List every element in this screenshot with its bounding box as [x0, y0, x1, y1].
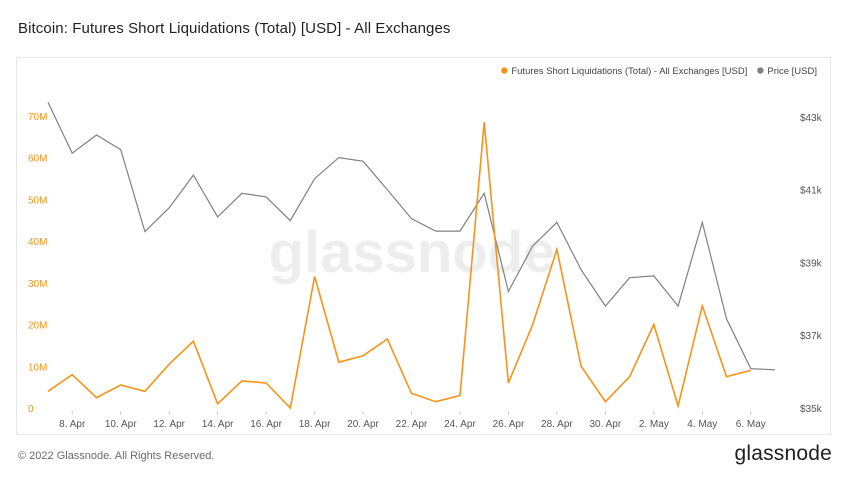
right-axis-tick: $35k — [800, 404, 823, 415]
x-axis-tick-label: 22. Apr — [396, 419, 428, 430]
left-axis-tick: 60M — [28, 154, 47, 165]
x-axis-tick-label: 28. Apr — [541, 419, 573, 430]
legend-marker-liquidations — [501, 67, 508, 74]
glassnode-logo[interactable]: glassnode — [734, 442, 832, 465]
legend-label-price[interactable]: Price [USD] — [767, 66, 817, 77]
right-axis-tick: $41k — [800, 186, 823, 197]
series-line-price[interactable] — [47, 102, 776, 371]
left-axis-tick: 40M — [28, 237, 47, 248]
x-axis-tick-label: 26. Apr — [493, 419, 525, 430]
right-axis-tick: $37k — [800, 331, 823, 342]
x-axis-tick-label: 12. Apr — [153, 419, 185, 430]
x-axis-tick-label: 30. Apr — [590, 419, 622, 430]
x-axis-tick-label: 20. Apr — [347, 419, 379, 430]
chart-panel — [16, 57, 831, 435]
left-axis-tick: 0 — [28, 404, 34, 415]
left-axis-tick: 20M — [28, 321, 47, 332]
left-axis-tick: 70M — [28, 112, 47, 123]
left-axis-tick: 30M — [28, 279, 47, 290]
right-axis-tick: $39k — [800, 258, 823, 269]
x-axis-tick-label: 24. Apr — [444, 419, 476, 430]
right-y-axis: $35k $37k $39k $41k $43k — [800, 113, 823, 415]
x-axis-tick-label: 2. May — [639, 419, 669, 430]
chart-legend: Futures Short Liquidations (Total) - All… — [501, 66, 817, 77]
series-line-liquidations[interactable] — [47, 122, 752, 410]
legend-label-liquidations[interactable]: Futures Short Liquidations (Total) - All… — [511, 66, 747, 77]
legend-marker-price — [757, 67, 764, 74]
x-axis-tick-label: 10. Apr — [105, 419, 137, 430]
left-y-axis: 0 10M 20M 30M 40M 50M 60M 70M — [28, 112, 47, 415]
x-axis-tick-label: 16. Apr — [250, 419, 282, 430]
left-axis-tick: 10M — [28, 362, 47, 373]
x-axis-tick-label: 6. May — [736, 419, 766, 430]
chart-series — [47, 102, 776, 410]
chart-title: Bitcoin: Futures Short Liquidations (Tot… — [18, 20, 451, 37]
glassnode-watermark: glassnode — [269, 220, 556, 285]
copyright-text: © 2022 Glassnode. All Rights Reserved. — [18, 450, 215, 462]
x-axis-tick-label: 14. Apr — [202, 419, 234, 430]
right-axis-tick: $43k — [800, 113, 823, 124]
x-axis-tick-label: 8. Apr — [59, 419, 86, 430]
x-axis: 8. Apr 10. Apr 12. Apr 14. Apr 16. Apr 18. Ap… — [59, 411, 766, 430]
x-axis-tick-label: 4. May — [687, 419, 717, 430]
x-axis-tick-label: 18. Apr — [299, 419, 331, 430]
left-axis-tick: 50M — [28, 195, 47, 206]
